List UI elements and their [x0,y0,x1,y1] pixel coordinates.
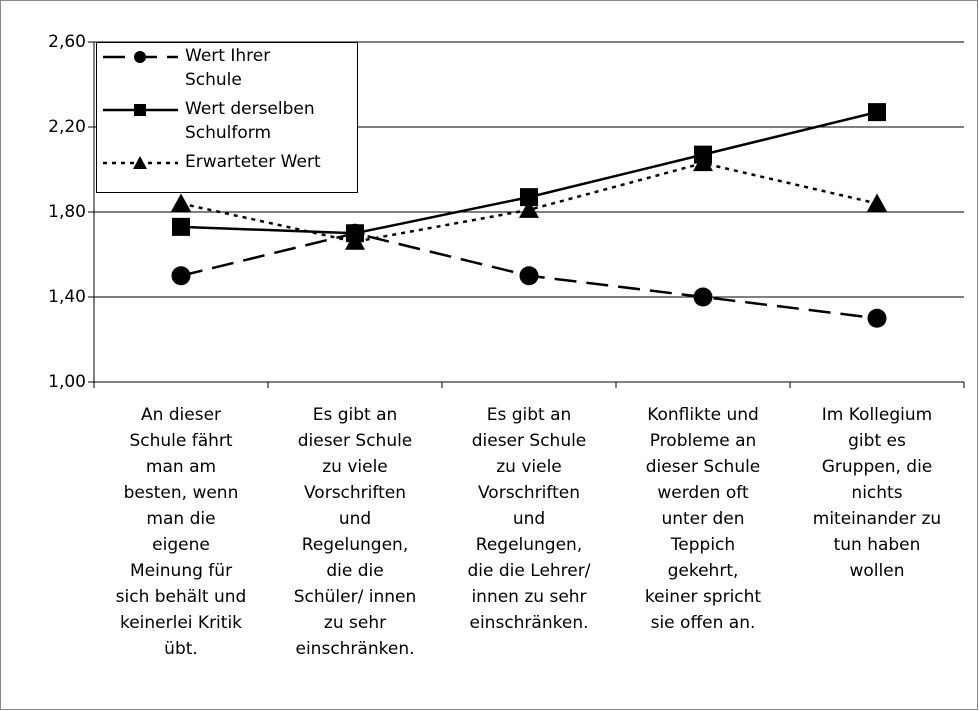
legend-label: Wert derselben Schulform [185,99,315,143]
data-point [867,193,887,212]
legend-label: Wert Ihrer Schule [185,46,271,90]
y-tick-label: 1,80 [48,202,86,222]
data-point [868,103,886,122]
data-point [693,153,713,172]
x-tick-label: Es gibt an dieser Schule zu viele Vorsch… [467,405,591,633]
legend-marker [134,104,146,116]
legend-label: Erwarteter Wert [185,152,321,172]
data-point [172,217,190,236]
legend-marker [134,51,146,63]
data-point [519,266,539,286]
x-tick-label: Es gibt an dieser Schule zu viele Vorsch… [293,405,417,659]
x-tick-label: Im Kollegium gibt es Gruppen, die nichts… [812,405,942,581]
data-point [693,287,713,307]
y-tick-label: 2,20 [48,117,86,137]
data-point [520,188,538,207]
x-tick-label: An dieser Schule fährt man am besten, we… [115,405,247,659]
series-line [180,161,878,244]
data-point [171,193,191,212]
data-point [345,231,365,250]
x-tick-label: Konflikte und Probleme an dieser Schule … [644,405,762,633]
legend-marker [133,156,147,169]
data-point [519,199,539,218]
y-tick-label: 1,00 [48,372,86,392]
y-tick-label: 1,40 [48,287,86,307]
y-tick-label: 2,60 [48,32,86,52]
data-point [171,266,191,286]
data-point [867,308,887,328]
